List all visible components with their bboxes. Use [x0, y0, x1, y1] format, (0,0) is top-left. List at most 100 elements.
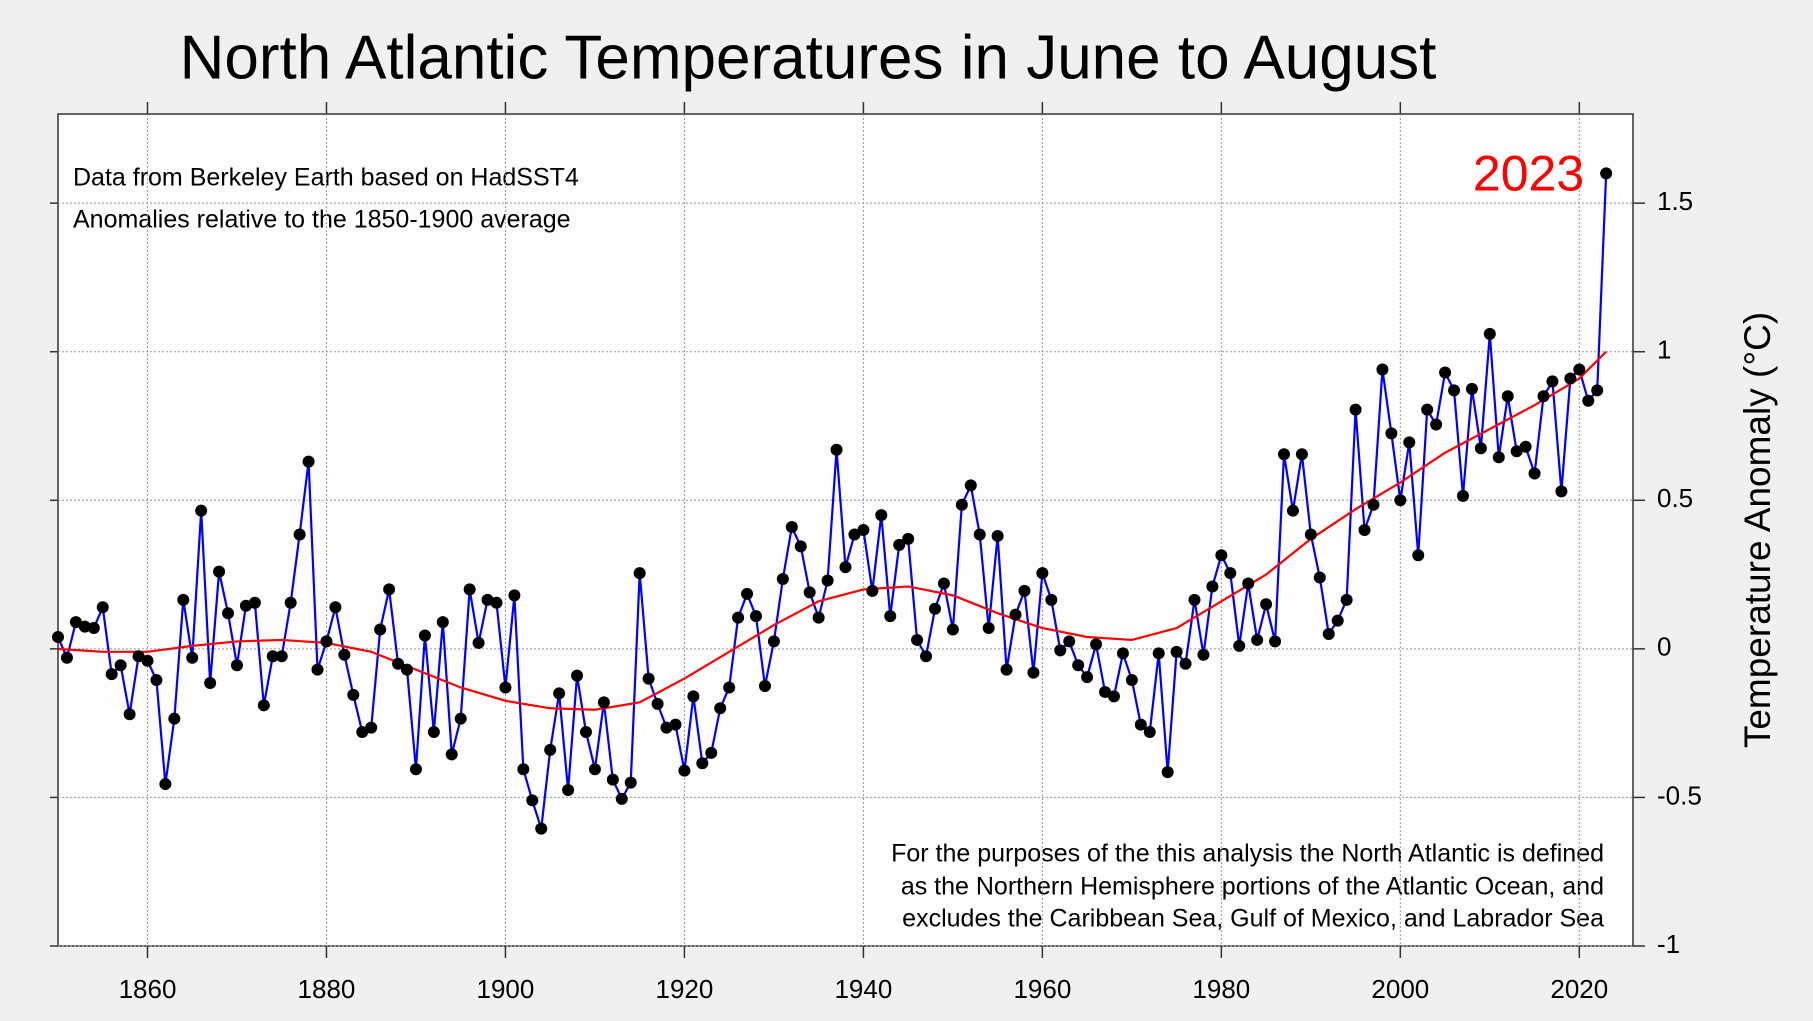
data-point — [1090, 638, 1103, 651]
data-point — [678, 764, 691, 777]
data-point — [1215, 549, 1228, 562]
data-point — [1394, 494, 1407, 507]
data-point — [758, 680, 771, 692]
data-point — [1439, 366, 1452, 379]
data-point — [1099, 685, 1112, 698]
data-point — [767, 635, 780, 648]
data-point — [409, 763, 422, 776]
data-point — [311, 663, 324, 676]
data-point — [1600, 167, 1613, 180]
data-point — [821, 574, 834, 587]
x-tick-label: 1920 — [655, 974, 713, 1004]
data-point — [159, 778, 172, 791]
data-point — [1430, 418, 1443, 431]
data-point — [955, 498, 968, 511]
data-point — [1116, 647, 1129, 660]
data-point — [1412, 549, 1425, 562]
x-tick-label: 1900 — [477, 974, 535, 1004]
data-point — [1170, 645, 1183, 658]
y-axis-label: Temperature Anomaly (°C) — [1737, 312, 1778, 748]
data-point — [1072, 659, 1085, 672]
data-point — [1000, 663, 1013, 676]
data-point — [1465, 382, 1478, 395]
data-point — [427, 726, 440, 739]
data-point — [1403, 436, 1416, 449]
data-point — [624, 776, 637, 789]
note: Anomalies relative to the 1850-1900 aver… — [73, 206, 571, 234]
x-tick-label: 1960 — [1013, 974, 1071, 1004]
data-point — [204, 677, 217, 690]
y-tick-label: 1 — [1657, 335, 1671, 365]
data-point — [1286, 504, 1299, 517]
data-point — [776, 573, 789, 586]
data-point — [1260, 598, 1273, 611]
data-point — [964, 479, 977, 492]
data-point — [365, 721, 378, 734]
x-tick-label: 1860 — [119, 974, 177, 1004]
data-point — [52, 630, 64, 643]
data-point — [230, 659, 243, 672]
data-point — [544, 743, 557, 756]
data-point — [633, 567, 646, 580]
data-point — [687, 690, 700, 703]
data-point — [1421, 403, 1434, 416]
data-point — [222, 607, 235, 620]
data-point — [1456, 489, 1469, 502]
data-point — [472, 636, 485, 649]
data-point — [991, 529, 1004, 542]
y-tick-label: -1 — [1657, 929, 1680, 959]
data-point — [553, 687, 566, 700]
data-point — [1385, 427, 1398, 440]
data-point — [1376, 363, 1389, 376]
data-point — [275, 650, 288, 663]
data-point — [1054, 644, 1067, 657]
data-point — [150, 674, 163, 687]
data-point — [213, 565, 226, 578]
data-point — [338, 648, 351, 661]
data-point — [857, 524, 870, 536]
data-point — [1295, 448, 1308, 461]
data-point — [893, 538, 906, 551]
data-point — [266, 650, 279, 663]
data-point — [982, 622, 995, 635]
data-point — [329, 601, 342, 614]
x-tick-label: 2000 — [1371, 974, 1429, 1004]
data-point — [615, 792, 628, 805]
y-tick-label: -0.5 — [1657, 780, 1702, 810]
data-point — [1510, 445, 1523, 458]
data-point — [884, 610, 897, 623]
data-point — [1179, 657, 1192, 670]
data-point — [696, 757, 709, 770]
data-point — [320, 635, 333, 648]
data-point — [436, 616, 449, 629]
y-tick-label: 0.5 — [1657, 483, 1693, 513]
data-point — [508, 589, 521, 602]
data-point — [168, 712, 181, 725]
data-point — [302, 455, 315, 468]
highlight-label: 2023 — [1473, 146, 1584, 202]
data-point — [1277, 448, 1290, 461]
note: as the Northern Hemisphere portions of t… — [901, 873, 1604, 901]
data-point — [812, 611, 825, 624]
data-point — [499, 681, 512, 694]
data-point — [517, 763, 530, 776]
data-point — [1304, 528, 1317, 541]
data-point — [1152, 647, 1165, 660]
y-tick-label: 1.5 — [1657, 186, 1693, 216]
data-point — [1367, 498, 1380, 511]
data-point — [69, 616, 82, 629]
data-point — [1036, 567, 1049, 580]
data-point — [875, 509, 888, 522]
data-point — [785, 521, 798, 534]
data-point — [1027, 666, 1040, 679]
data-point — [356, 726, 369, 739]
data-point — [1188, 593, 1201, 606]
data-point — [60, 651, 73, 664]
note: Data from Berkeley Earth based on HadSST… — [73, 164, 579, 192]
data-point — [911, 633, 924, 646]
data-point — [347, 688, 360, 701]
data-point — [535, 822, 548, 835]
x-tick-label: 1880 — [298, 974, 356, 1004]
data-point — [902, 532, 915, 545]
